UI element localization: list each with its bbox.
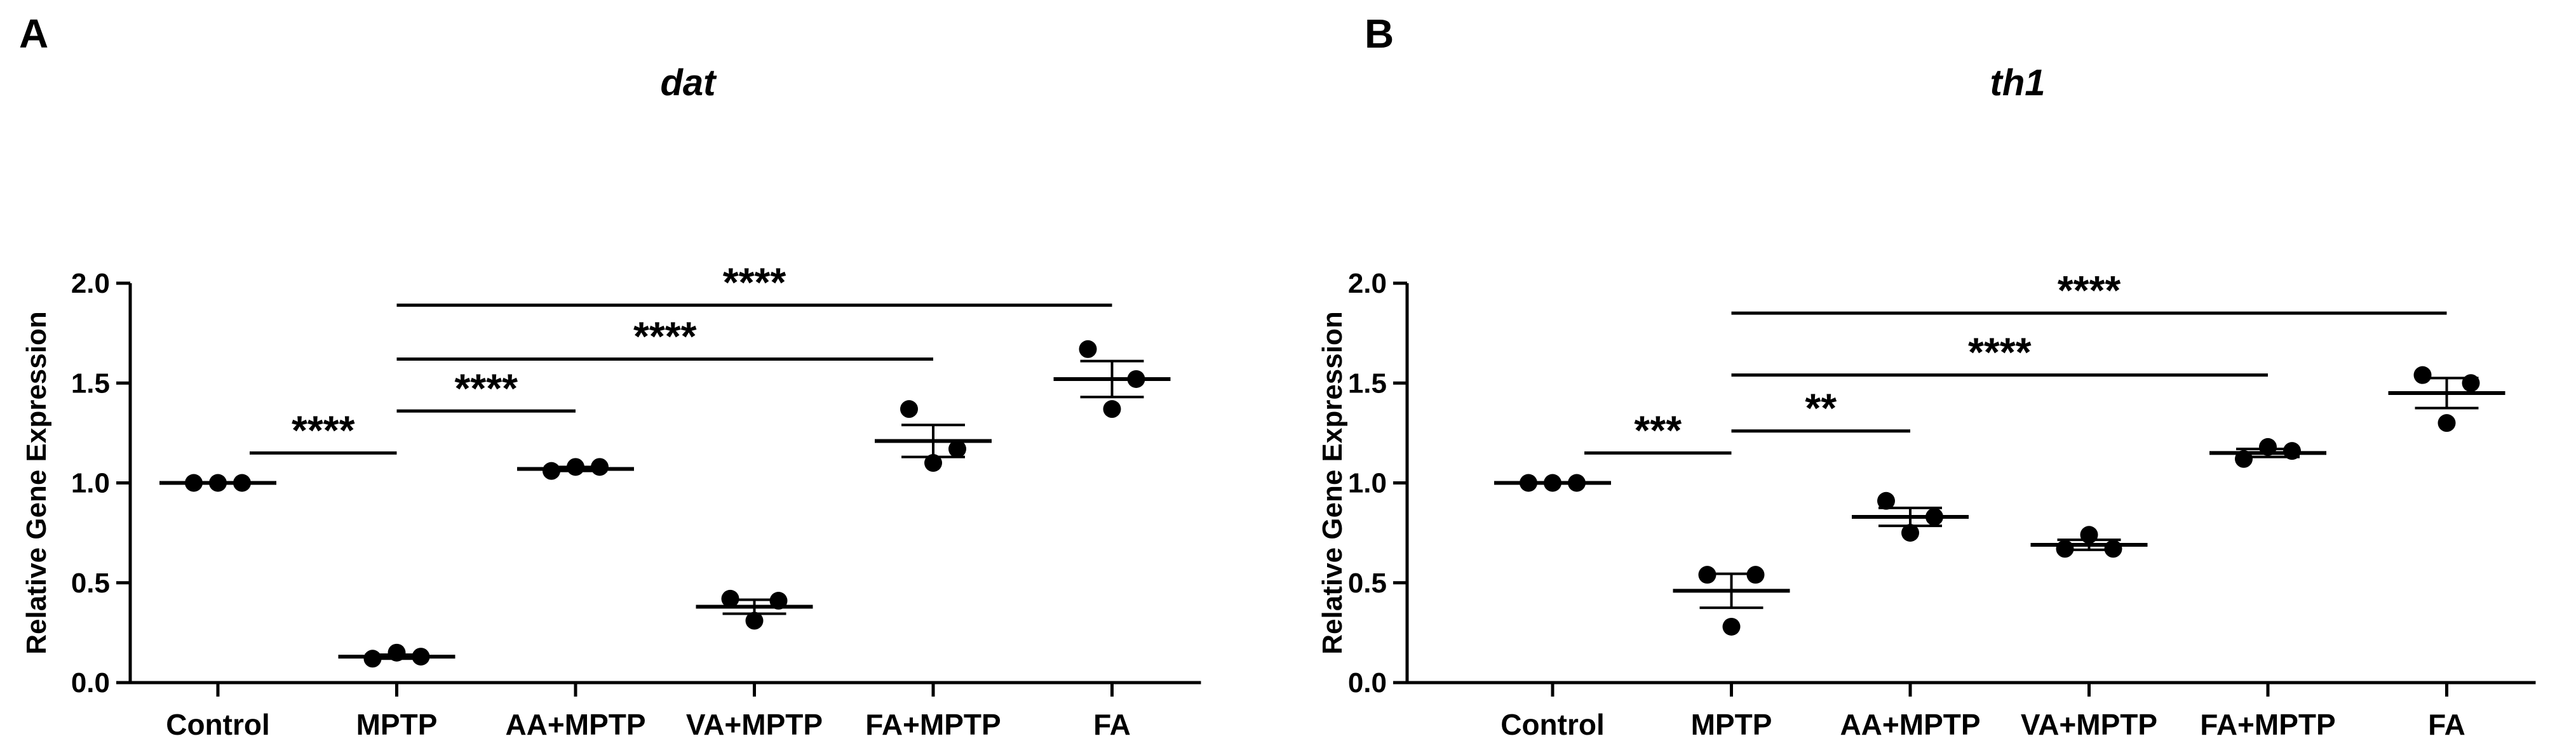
data-point (2259, 438, 2277, 456)
data-point (745, 611, 764, 630)
data-point (1544, 474, 1561, 492)
significance-label: ** (1805, 385, 1837, 431)
data-point (412, 648, 430, 666)
data-point (2413, 366, 2432, 384)
panel-letter: A (19, 11, 48, 57)
y-axis-label: Relative Gene Expression (1317, 311, 1348, 654)
y-tick-label: 1.5 (71, 368, 110, 399)
y-tick-label: 2.0 (71, 268, 110, 299)
y-tick-label: 0.5 (71, 568, 110, 599)
data-point (185, 474, 203, 492)
data-point (1746, 566, 1765, 584)
y-tick-label: 1.0 (71, 468, 110, 499)
data-point (1079, 340, 1097, 358)
data-point (1698, 566, 1716, 584)
data-point (721, 589, 739, 608)
y-tick-label: 0.0 (1348, 667, 1387, 698)
x-tick-label: MPTP (1691, 708, 1772, 741)
data-point (2080, 526, 2098, 544)
panel-letter: B (1365, 11, 1394, 57)
significance-label: *** (1634, 407, 1682, 453)
data-point (1722, 617, 1741, 636)
data-point (209, 474, 227, 492)
y-tick-label: 0.0 (71, 667, 110, 698)
y-tick-label: 1.0 (1348, 468, 1387, 499)
y-axis-label: Relative Gene Expression (21, 311, 52, 654)
significance-label: **** (292, 407, 355, 453)
chart-title: dat (661, 62, 718, 104)
chart-title: th1 (1990, 62, 2046, 104)
data-point (1520, 474, 1537, 492)
significance-label: **** (1968, 330, 2032, 375)
data-point (924, 454, 942, 472)
significance-label: **** (633, 314, 697, 359)
data-point (363, 650, 382, 668)
y-tick-label: 2.0 (1348, 268, 1387, 299)
data-point (2438, 414, 2456, 432)
data-point (591, 458, 609, 476)
data-point (388, 643, 406, 662)
data-point (2283, 442, 2301, 460)
x-tick-label: Control (1500, 708, 1605, 741)
data-point (1127, 370, 1145, 388)
x-tick-label: Control (166, 708, 270, 741)
x-tick-label: FA (1093, 708, 1131, 741)
data-point (1901, 524, 1919, 542)
data-point (948, 440, 966, 458)
y-tick-label: 1.5 (1348, 368, 1387, 399)
data-point (2235, 450, 2253, 468)
data-point (233, 474, 251, 492)
data-point (2104, 540, 2122, 558)
data-point (1568, 474, 1586, 492)
x-tick-label: FA+MPTP (2200, 708, 2335, 741)
data-point (1925, 507, 1943, 526)
data-point (1877, 491, 1895, 510)
significance-label: **** (2058, 267, 2121, 313)
significance-label: **** (723, 260, 786, 305)
x-tick-label: FA+MPTP (865, 708, 1001, 741)
data-point (543, 462, 560, 480)
data-point (1103, 400, 1121, 418)
data-point (2462, 374, 2480, 392)
x-tick-label: FA (2428, 708, 2465, 741)
x-tick-label: VA+MPTP (686, 708, 823, 741)
data-point (2056, 540, 2074, 558)
x-tick-label: VA+MPTP (2021, 708, 2157, 741)
data-point (567, 458, 584, 476)
significance-label: **** (454, 365, 518, 411)
data-point (769, 592, 788, 610)
y-tick-label: 0.5 (1348, 568, 1387, 599)
data-point (900, 400, 918, 418)
x-tick-label: AA+MPTP (505, 708, 645, 741)
x-tick-label: MPTP (356, 708, 438, 741)
x-tick-label: AA+MPTP (1840, 708, 1980, 741)
